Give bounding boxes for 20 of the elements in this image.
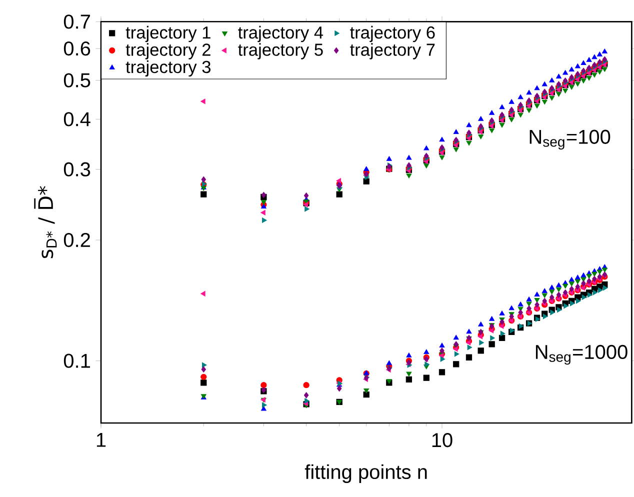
- y-tick-label: 0.1: [64, 354, 90, 368]
- annotation: N$_{seg}$=1000: [536, 344, 628, 365]
- y-tick-label: 0.7: [64, 14, 90, 29]
- legend-label: trajectory 3: [126, 60, 210, 77]
- x-tick-label: 1: [96, 433, 106, 447]
- legend-label: trajectory 5: [238, 43, 323, 60]
- annotation: N$_{seg}$=100: [530, 130, 610, 150]
- y-tick-label: 0.2: [64, 232, 90, 248]
- y-axis-title: s$_{D*}$ / D̅*: [34, 186, 57, 258]
- legend-label: trajectory 2: [126, 43, 210, 60]
- x-tick-label: 10: [432, 433, 452, 448]
- x-axis-title: fitting points n: [304, 464, 427, 483]
- legend-label: trajectory 4: [238, 26, 324, 42]
- legend-label: trajectory 6: [350, 26, 435, 42]
- legend-label: trajectory 7: [350, 43, 435, 60]
- y-tick-label: 0.3: [64, 162, 90, 176]
- y-tick-label: 0.4: [64, 112, 90, 126]
- legend-label: trajectory 1: [126, 26, 210, 42]
- y-tick-label: 0.6: [64, 41, 90, 56]
- y-tick-label: 0.5: [64, 73, 90, 88]
